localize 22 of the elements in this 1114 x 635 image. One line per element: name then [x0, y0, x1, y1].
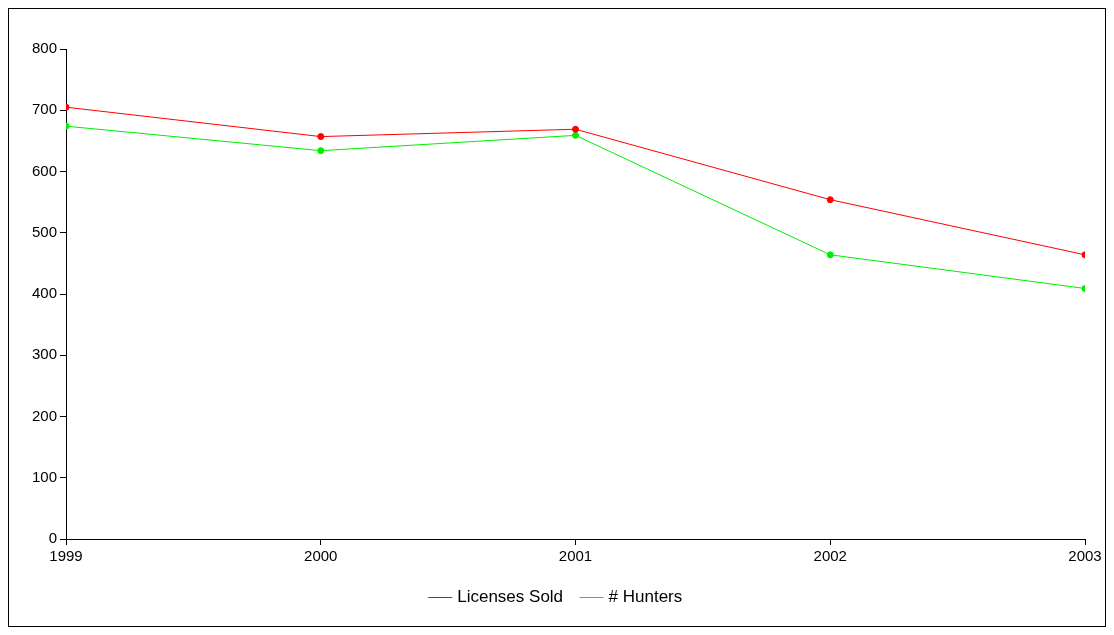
y-tick-label: 400 — [32, 284, 58, 302]
x-tick-label: 1999 — [49, 547, 83, 565]
y-tick-label: 100 — [32, 467, 58, 485]
point — [826, 251, 834, 259]
point — [572, 125, 580, 133]
y-tick-label: 600 — [32, 161, 58, 179]
point — [317, 133, 325, 141]
y-tick-label: 800 — [32, 39, 58, 57]
legend-label: Licenses Sold — [457, 587, 564, 607]
legend-label: # Hunters — [608, 587, 683, 607]
y-tick-label: 200 — [32, 406, 58, 424]
x-tick-label: 2003 — [1068, 547, 1102, 565]
x-tick-label: 2001 — [558, 547, 593, 565]
point — [572, 131, 580, 139]
x-tick-label: 2000 — [304, 547, 338, 565]
x-tick-label: 2002 — [813, 547, 847, 565]
y-tick-label: 0 — [48, 529, 58, 547]
y-tick-label: 700 — [32, 100, 58, 118]
point — [826, 196, 834, 204]
point — [317, 147, 325, 155]
y-tick-label: 300 — [32, 345, 58, 363]
y-tick-label: 500 — [32, 222, 58, 240]
